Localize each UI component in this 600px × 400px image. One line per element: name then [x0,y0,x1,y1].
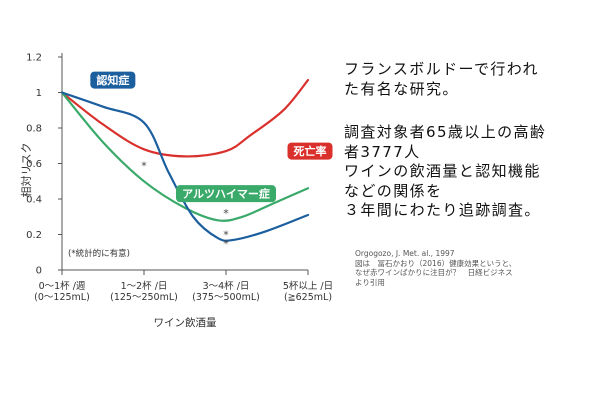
y-tick-label: 1.2 [26,53,42,64]
series-tag-dementia [90,71,136,89]
source-line: より引用 [355,277,385,287]
x-tick-label: 5杯以上 /日 [283,280,333,292]
y-axis-label: 相対リスク [19,143,33,198]
series-tag-label-dementia: 認知症 [96,73,129,87]
series-tag-mortality [287,142,333,160]
note-line: などの関係を [344,181,443,200]
series-tag-label-alzheimers: アルツハイマー症 [182,187,270,201]
series-line-alzheimers [60,91,310,222]
x-tick-label: 0～1杯 /週 [39,280,86,292]
source-citation: Orgogozo, J. Met. al., 1997 図は 冨石かおり（2016… [355,249,516,287]
x-tick-label: 3～4杯 /日 [203,280,250,292]
significance-marker: * [141,159,147,172]
x-axis-label: ワイン飲酒量 [154,316,217,329]
note-line: ワインの飲酒量と認知機能 [344,162,541,180]
source-line: Orgogozo, J. Met. al., 1997 [355,249,455,258]
series-tag-label-mortality: 死亡率 [294,144,327,158]
x-tick-label: (125～250mL) [110,292,178,303]
y-tick-label: 0.6 [26,159,42,170]
note-line: フランスボルドーで行われ [344,60,539,78]
significance-marker: * [223,237,229,250]
y-tick-label: 0.2 [26,230,42,241]
x-tick-label: (0～125mL) [34,292,90,303]
study-note-details: 調査対象者65歳以上の高齢 者3777人 ワインの飲酒量と認知機能 などの関係を ３年間… [344,123,546,221]
chart-axes: 0 0.2 0.4 0.6 0.8 1 1.2 0～1杯 /週(0～125mL) 1～2杯 /日… [19,53,333,330]
source-line: 図は 冨石かおり（2016）健康効果というと、 [355,258,517,268]
x-tick-label: 1～2杯 /日 [121,280,168,292]
note-line: た有名な研究。 [344,79,459,98]
series-line-dementia [60,91,310,242]
y-tick-label: 0 [36,266,42,277]
x-tick-label: (≧625mL) [284,292,332,303]
y-tick-label: 0.8 [26,124,42,135]
series-layer: **** [60,79,310,250]
y-tick-label: 0.4 [26,195,42,206]
note-line: 者3777人 [344,142,421,161]
series-line-mortality [60,79,310,158]
note-line: 調査対象者65歳以上の高齢 [344,123,547,141]
significance-note: (*統計的に有意) [68,248,130,259]
significance-marker: * [223,207,229,220]
y-tick-label: 1 [36,88,42,99]
series-tag-alzheimers [176,185,276,203]
note-line: ３年間にわたり追跡調査。 [344,201,541,219]
source-line: なぜ赤ワインばかりに注目が？ 日経ビジネス [355,268,513,277]
significance-marker: * [223,229,229,242]
x-tick-label: (375～500mL) [192,292,260,303]
study-note-intro: フランスボルドーで行われ た有名な研究。 [344,60,539,99]
